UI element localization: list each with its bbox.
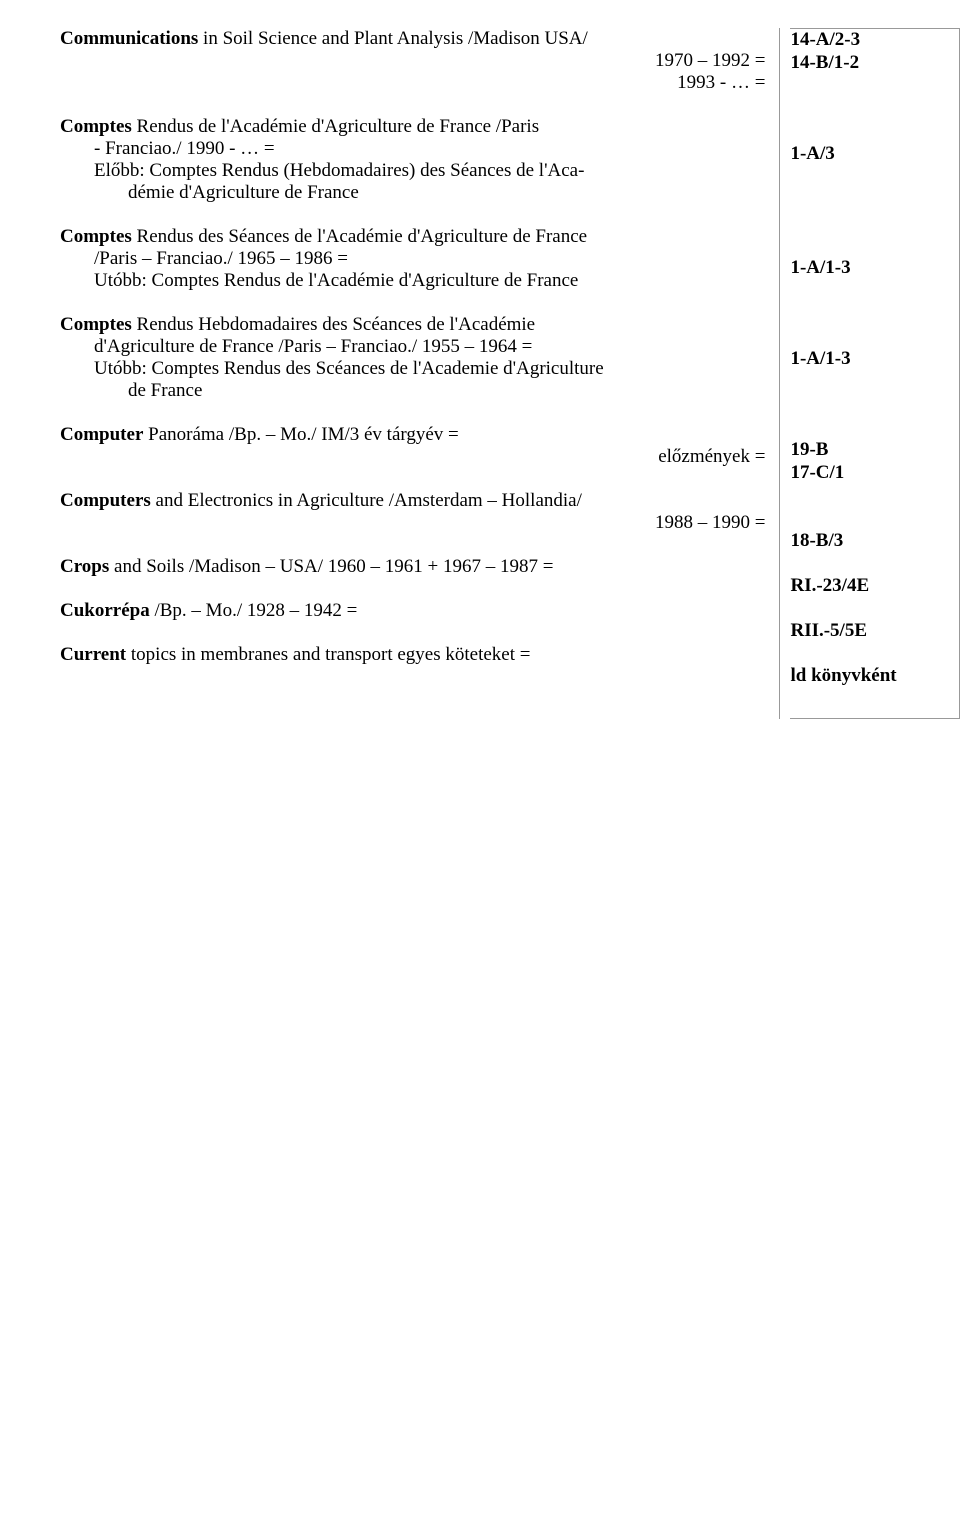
entry: Crops and Soils /Madison – USA/ 1960 – 1…	[60, 556, 765, 578]
entry-line: Comptes Rendus de l'Académie d'Agricultu…	[60, 116, 765, 138]
shelf-code: ld könyvként	[790, 665, 953, 688]
entry-text: Utóbb: Comptes Rendus de l'Académie d'Ag…	[94, 270, 578, 291]
entry-line: de France	[60, 380, 765, 402]
shelf-code	[790, 280, 953, 303]
entry-text: Rendus des Séances de l'Académie d'Agric…	[132, 226, 587, 247]
entry-text: 1988 – 1990 =	[655, 512, 765, 533]
entry-line: előzmények =	[60, 446, 765, 468]
shelf-code: 17-C/1	[790, 462, 953, 485]
entry: Comptes Rendus des Séances de l'Académie…	[60, 226, 765, 292]
entry: Computer Panoráma /Bp. – Mo./ IM/3 év tá…	[60, 424, 765, 468]
shelf-code: 14-A/2-3	[790, 29, 953, 52]
entry-line: Cukorrépa /Bp. – Mo./ 1928 – 1942 =	[60, 600, 765, 622]
entry-line: Current topics in membranes and transpor…	[60, 644, 765, 666]
entry-keyword: Crops	[60, 556, 109, 577]
entry-keyword: Current	[60, 644, 126, 665]
entry: Comptes Rendus Hebdomadaires des Scéance…	[60, 314, 765, 402]
entry-text: de France	[128, 380, 202, 401]
entry-keyword: Comptes	[60, 116, 132, 137]
entry-text: Rendus de l'Académie d'Agriculture de Fr…	[132, 116, 539, 137]
shelf-code: 18-B/3	[790, 530, 953, 553]
entry-line: Utóbb: Comptes Rendus des Scéances de l'…	[60, 358, 765, 380]
entry-text: topics in membranes and transport egyes …	[126, 644, 530, 665]
entry-text: 1970 – 1992 =	[655, 50, 765, 71]
entry-line: 1988 – 1990 =	[60, 512, 765, 534]
entry-text: /Bp. – Mo./ 1928 – 1942 =	[150, 600, 358, 621]
entry-line: 1993 - … =	[60, 72, 765, 94]
entry-text: and Soils /Madison – USA/ 1960 – 1961 + …	[109, 556, 553, 577]
shelf-code	[790, 394, 953, 417]
code-block: RII.-5/5E	[790, 620, 953, 643]
code-block: 1-A/1-3	[790, 234, 953, 303]
entry-keyword: Comptes	[60, 226, 132, 247]
entry: Comptes Rendus de l'Académie d'Agricultu…	[60, 116, 765, 204]
shelf-code: 19-B	[790, 439, 953, 462]
right-column: 14-A/2-314-B/1-2 1-A/3 1-A/1-3 1-A/1-3 1…	[780, 28, 960, 719]
entry-text: and Electronics in Agriculture /Amsterda…	[151, 490, 582, 511]
entry-line: /Paris – Franciao./ 1965 – 1986 =	[60, 248, 765, 270]
entry: Current topics in membranes and transpor…	[60, 644, 765, 666]
code-block: RI.-23/4E	[790, 575, 953, 598]
code-block: 14-A/2-314-B/1-2	[790, 29, 953, 98]
entry-text: d'Agriculture de France /Paris – Francia…	[94, 336, 532, 357]
entry-text: in Soil Science and Plant Analysis /Madi…	[198, 28, 588, 49]
entry-text: Rendus Hebdomadaires des Scéances de l'A…	[132, 314, 535, 335]
entry-line: 1970 – 1992 =	[60, 50, 765, 72]
entry: Communications in Soil Science and Plant…	[60, 28, 765, 94]
entry-line: Computers and Electronics in Agriculture…	[60, 490, 765, 512]
shelf-code: 1-A/3	[790, 143, 953, 166]
shelf-code: RI.-23/4E	[790, 575, 953, 598]
entry-keyword: Computer	[60, 424, 143, 445]
shelf-code	[790, 189, 953, 212]
entry-line: Comptes Rendus Hebdomadaires des Scéance…	[60, 314, 765, 336]
code-block: 18-B/3	[790, 507, 953, 553]
entry-text: Panoráma /Bp. – Mo./ IM/3 év tárgyév =	[143, 424, 458, 445]
shelf-code: 14-B/1-2	[790, 52, 953, 75]
shelf-code: RII.-5/5E	[790, 620, 953, 643]
entry-text: Utóbb: Comptes Rendus des Scéances de l'…	[94, 358, 604, 379]
entry-keyword: Comptes	[60, 314, 132, 335]
entry: Cukorrépa /Bp. – Mo./ 1928 – 1942 =	[60, 600, 765, 622]
shelf-code	[790, 507, 953, 530]
entry-text: démie d'Agriculture de France	[128, 182, 359, 203]
entry-keyword: Cukorrépa	[60, 600, 150, 621]
shelf-code: 1-A/1-3	[790, 257, 953, 280]
entry-line: démie d'Agriculture de France	[60, 182, 765, 204]
code-block: ld könyvként	[790, 665, 953, 688]
shelf-code	[790, 120, 953, 143]
shelf-code	[790, 234, 953, 257]
code-block: 1-A/1-3	[790, 325, 953, 417]
entry-line: d'Agriculture de France /Paris – Francia…	[60, 336, 765, 358]
entry: Computers and Electronics in Agriculture…	[60, 490, 765, 534]
entry-line: Előbb: Comptes Rendus (Hebdomadaires) de…	[60, 160, 765, 182]
entry-line: Comptes Rendus des Séances de l'Académie…	[60, 226, 765, 248]
entry-line: - Franciao./ 1990 - … =	[60, 138, 765, 160]
code-block: 19-B17-C/1	[790, 439, 953, 485]
entry-text: Előbb: Comptes Rendus (Hebdomadaires) de…	[94, 160, 584, 181]
shelf-code: 1-A/1-3	[790, 348, 953, 371]
entry-text: /Paris – Franciao./ 1965 – 1986 =	[94, 248, 348, 269]
entry-line: Utóbb: Comptes Rendus de l'Académie d'Ag…	[60, 270, 765, 292]
entry-keyword: Communications	[60, 28, 198, 49]
entry-text: 1993 - … =	[677, 72, 765, 93]
entry-line: Communications in Soil Science and Plant…	[60, 28, 765, 50]
left-column: Communications in Soil Science and Plant…	[0, 28, 780, 719]
entry-line: Crops and Soils /Madison – USA/ 1960 – 1…	[60, 556, 765, 578]
entry-keyword: Computers	[60, 490, 151, 511]
entry-text: - Franciao./ 1990 - … =	[94, 138, 275, 159]
shelf-code	[790, 371, 953, 394]
code-block: 1-A/3	[790, 120, 953, 212]
entry-text: előzmények =	[658, 446, 765, 467]
entry-line: Computer Panoráma /Bp. – Mo./ IM/3 év tá…	[60, 424, 765, 446]
shelf-code	[790, 325, 953, 348]
shelf-code	[790, 166, 953, 189]
shelf-code	[790, 75, 953, 98]
